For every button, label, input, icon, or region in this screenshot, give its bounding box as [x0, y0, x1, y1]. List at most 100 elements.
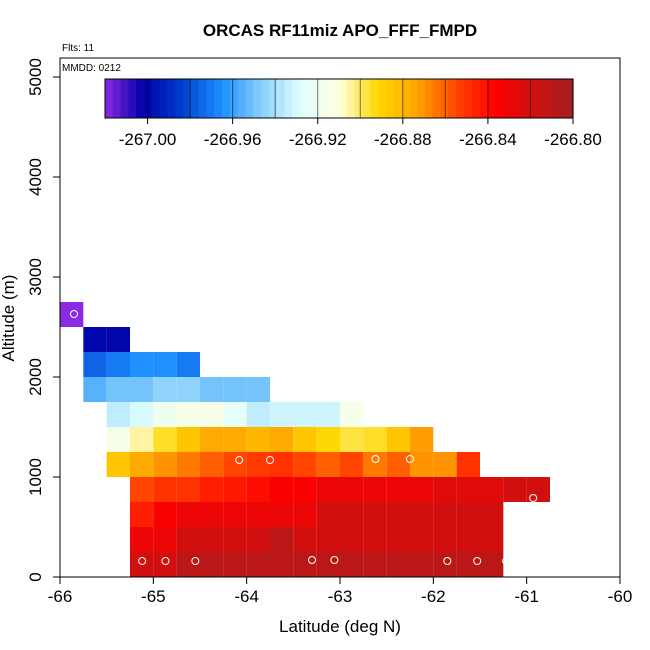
sample-point — [502, 557, 511, 565]
heatmap-cell — [270, 452, 294, 477]
heatmap-cell — [270, 552, 294, 577]
colorbar-swatch — [565, 79, 574, 118]
colorbar-swatch — [549, 79, 558, 118]
heatmap-cell — [456, 477, 480, 502]
x-tick-label: -60 — [608, 587, 633, 606]
heatmap-cell — [130, 402, 154, 427]
colorbar-swatch — [393, 79, 402, 118]
heatmap-cell — [176, 527, 200, 552]
colorbar-swatch — [471, 79, 480, 118]
sample-point — [138, 557, 147, 565]
sample-point — [529, 494, 538, 502]
y-tick-label: 1000 — [26, 458, 45, 496]
heatmap-cell — [363, 427, 387, 452]
heatmap-cell — [246, 502, 270, 527]
heatmap-cell — [386, 527, 410, 552]
heatmap-cell — [293, 402, 317, 427]
heatmap-cell — [200, 527, 224, 552]
colorbar-frame — [104, 78, 574, 119]
colorbar-swatch — [401, 79, 410, 118]
heatmap-cell — [153, 452, 177, 477]
heatmap-cells — [60, 302, 550, 577]
colorbar-swatch — [112, 79, 122, 118]
heatmap-cell — [153, 402, 177, 427]
heatmap-cell — [106, 452, 130, 477]
heatmap-cell — [223, 452, 247, 477]
heatmap-cell — [340, 502, 364, 527]
heatmap-cell — [363, 552, 387, 577]
colorbar-swatch — [175, 79, 184, 118]
heatmap-cell — [363, 502, 387, 527]
heatmap-cell — [386, 477, 410, 502]
colorbar-swatch — [354, 79, 363, 118]
x-tick-label: -65 — [141, 587, 166, 606]
colorbar-tick-label: -266.84 — [459, 130, 517, 149]
heatmap-cell — [293, 477, 317, 502]
colorbar-swatch — [502, 79, 512, 118]
heatmap-cell — [246, 452, 270, 477]
heatmap-cell — [270, 427, 294, 452]
x-axis: -66 -65 -64 -63 -62 -61 -60 — [48, 576, 633, 606]
heatmap-cell — [106, 427, 130, 452]
heatmap-cell — [340, 527, 364, 552]
heatmap-cell — [316, 527, 340, 552]
sample-point — [235, 456, 244, 464]
x-tick-label: -63 — [328, 587, 353, 606]
heatmap-cell — [246, 402, 270, 427]
heatmap-cell — [480, 527, 504, 552]
colorbar-swatch — [159, 79, 168, 118]
y-axis-label: Altitude (m) — [0, 275, 18, 362]
colorbar-swatch — [128, 79, 137, 118]
x-axis-label: Latitude (deg N) — [279, 617, 401, 636]
heatmap-cell — [246, 377, 270, 402]
heatmap-cell — [176, 377, 200, 402]
colorbar-swatch — [105, 79, 114, 118]
colorbar-swatch — [300, 79, 309, 118]
heatmap-cell — [130, 452, 154, 477]
sample-point — [266, 456, 274, 464]
sample-point — [308, 556, 316, 564]
heatmap-cell — [386, 427, 410, 452]
heatmap-cell — [433, 452, 457, 477]
sample-point — [519, 557, 528, 565]
colorbar-swatch — [323, 79, 332, 118]
heatmap-cell — [200, 452, 224, 477]
colorbar-swatch — [284, 79, 293, 118]
colorbar-swatch — [229, 79, 239, 118]
heatmap-cell — [83, 377, 107, 402]
colorbar-swatch — [440, 79, 449, 118]
heatmap-cell — [130, 527, 154, 552]
y-tick-label: 0 — [26, 572, 45, 581]
heatmap-cell — [316, 402, 340, 427]
heatmap-cell — [200, 427, 224, 452]
x-tick-label: -64 — [234, 587, 259, 606]
colorbar-swatch — [167, 79, 176, 118]
heatmap-cell — [363, 452, 387, 477]
heatmap-cell — [433, 477, 457, 502]
heatmap-cell — [410, 552, 434, 577]
heatmap-cell — [340, 427, 364, 452]
heatmap-cell — [200, 552, 224, 577]
y-axis: 0 1000 2000 3000 4000 5000 — [26, 58, 61, 582]
heatmap-cell — [106, 402, 130, 427]
heatmap-cell — [223, 402, 247, 427]
colorbar-swatch — [214, 79, 223, 118]
heatmap-cell — [526, 477, 550, 502]
colorbar-swatch — [190, 79, 200, 118]
colorbar-swatch — [151, 79, 161, 118]
colorbar-swatch — [417, 79, 426, 118]
colorbar-swatch — [370, 79, 379, 118]
heatmap-cell — [293, 527, 317, 552]
colorbar-swatch — [385, 79, 395, 118]
heatmap-cell — [316, 552, 340, 577]
heatmap-cell — [106, 377, 130, 402]
colorbar-tick-label: -266.92 — [289, 130, 347, 149]
heatmap-cell — [410, 452, 434, 477]
heatmap-cell — [153, 477, 177, 502]
colorbar-tick-label: -266.88 — [374, 130, 432, 149]
colorbar-swatch — [307, 79, 317, 118]
colorbar-swatch — [557, 79, 566, 118]
heatmap-cell — [480, 502, 504, 527]
colorbar-swatch — [331, 79, 340, 118]
heatmap-cell — [246, 552, 270, 577]
